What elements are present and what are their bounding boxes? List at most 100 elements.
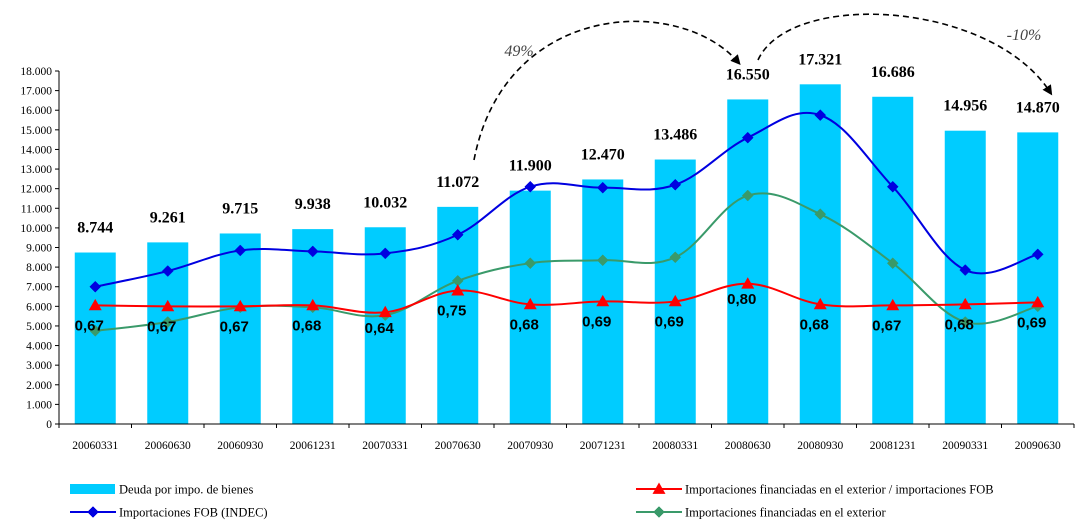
x-tick-label: 20081231 xyxy=(870,440,916,452)
financed-series-point xyxy=(669,251,682,264)
x-tick-label: 20060331 xyxy=(72,440,118,452)
legend: Deuda por impo. de bienes Importaciones f… xyxy=(70,482,994,520)
financed-series-point xyxy=(524,257,537,270)
bar-value-label: 11.072 xyxy=(436,174,479,191)
ratio-series-point xyxy=(306,298,320,311)
bar xyxy=(437,206,479,424)
bar-value-label: 9.261 xyxy=(150,209,186,226)
fob-series-point xyxy=(234,244,247,257)
ratio-value-label: 0,68 xyxy=(510,316,539,333)
y-tick-label: 14.000 xyxy=(20,144,52,156)
ratio-series-point xyxy=(813,297,827,310)
y-tick-label: 17.000 xyxy=(20,86,52,98)
y-tick-label: 8.000 xyxy=(26,262,52,274)
y-tick-label: 5.000 xyxy=(26,321,52,333)
fob-series-point xyxy=(379,247,392,260)
ratio-labels-layer: 0,67 0,67 0,67 0,68 0,64 0,75 0,68 0,69 0,69 0,80… xyxy=(75,291,1047,337)
ratio-value-label: 0,68 xyxy=(292,317,321,334)
fob-series-point xyxy=(596,181,609,194)
financed-series-point xyxy=(886,257,899,270)
financed-series-point xyxy=(596,254,609,267)
bar-value-label: 17.321 xyxy=(798,51,842,68)
fob-series-point xyxy=(814,109,827,121)
legend-label: Importaciones financiadas en el exterior… xyxy=(685,483,994,497)
bar xyxy=(727,99,769,425)
x-tick-label: 20080630 xyxy=(725,440,771,452)
bar-labels-layer: 8.744 9.261 9.715 9.938 10.032 11.072 11.900 12… xyxy=(77,51,1060,236)
x-tick-label: 20080331 xyxy=(652,440,698,452)
x-tick-label: 20070331 xyxy=(362,440,408,452)
financed-series-point xyxy=(89,324,102,337)
fob-series-point xyxy=(741,131,754,144)
fob-series-point xyxy=(1031,248,1044,261)
ratio-series-point xyxy=(233,299,247,312)
ratio-value-label: 0,67 xyxy=(75,317,104,334)
bar-value-label: 10.032 xyxy=(363,194,407,211)
fob-series-point xyxy=(959,264,972,276)
ratio-series-line xyxy=(95,282,1038,314)
x-tick-label: 20070930 xyxy=(507,440,553,452)
bar xyxy=(944,130,986,424)
bar-value-label: 11.900 xyxy=(509,158,552,175)
y-tick-label: 2.000 xyxy=(26,380,52,392)
ratio-value-label: 0,69 xyxy=(655,313,684,330)
legend-swatch-marker xyxy=(652,482,666,494)
ratio-series-point xyxy=(1031,295,1045,308)
legend-label: Importaciones financiadas en el exterior xyxy=(685,506,886,520)
growth-arrow xyxy=(757,13,1053,96)
bar xyxy=(1017,132,1059,424)
y-tick-label: 6.000 xyxy=(26,301,52,313)
ratio-series-point xyxy=(88,298,102,311)
y-tick-label: 7.000 xyxy=(26,282,52,294)
y-tick-label: 11.000 xyxy=(21,203,52,215)
bar-value-label: 8.744 xyxy=(77,220,113,237)
growth-arrow xyxy=(473,20,741,161)
bar xyxy=(364,227,406,424)
ratio-series-point xyxy=(378,305,392,318)
y-tick-label: 4.000 xyxy=(26,341,52,353)
legend-swatch-bar xyxy=(70,484,115,494)
x-tick-label: 20071231 xyxy=(580,440,626,452)
x-tick-label: 20061231 xyxy=(290,440,336,452)
fob-series-point xyxy=(886,180,899,193)
bar xyxy=(799,84,841,424)
financed-series-point xyxy=(959,316,972,328)
fob-series-point xyxy=(524,180,537,193)
bar-value-label: 9.715 xyxy=(222,200,258,217)
financed-series-point xyxy=(741,189,754,202)
ratio-series-point xyxy=(523,297,537,310)
y-tick-label: 15.000 xyxy=(20,125,52,137)
ratio-value-label: 0,68 xyxy=(945,316,974,333)
ratio-value-label: 0,67 xyxy=(147,318,176,335)
x-tick-label: 20090630 xyxy=(1015,440,1061,452)
y-tick-label: 13.000 xyxy=(20,164,52,176)
financed-series-point xyxy=(814,208,827,221)
growth-annotation-label: 49% xyxy=(504,43,533,60)
bar xyxy=(74,252,116,424)
fob-series-point xyxy=(306,245,319,258)
bar-value-label: 13.486 xyxy=(653,127,697,144)
y-tick-label: 0 xyxy=(46,419,52,431)
y-tick-label: 16.000 xyxy=(20,105,52,117)
ratio-value-label: 0,75 xyxy=(437,303,466,320)
x-tick-label: 20070630 xyxy=(435,440,481,452)
ratio-value-label: 0,67 xyxy=(872,317,901,334)
y-tick-label: 3.000 xyxy=(26,360,52,372)
y-axis: 0 1.000 2.000 3.000 4.000 5.000 6.000 7.000 8.00… xyxy=(20,66,60,431)
bar-value-label: 14.870 xyxy=(1016,99,1060,116)
ratio-series-point xyxy=(161,299,175,312)
x-tick-label: 20080930 xyxy=(797,440,843,452)
x-axis: 20060331 20060630 20060930 20061231 20070331… xyxy=(58,423,1075,452)
ratio-series-point xyxy=(741,277,755,289)
ratio-series-point xyxy=(958,297,972,310)
fob-series-point xyxy=(451,228,464,241)
ratio-value-label: 0,68 xyxy=(800,316,829,333)
ratio-series-point xyxy=(596,294,610,307)
bar xyxy=(292,229,334,424)
y-tick-label: 9.000 xyxy=(26,243,52,255)
legend-swatch-marker xyxy=(87,506,99,518)
bar-value-label: 14.956 xyxy=(943,98,987,115)
fob-series-point xyxy=(161,265,174,277)
legend-label: Importaciones FOB (INDEC) xyxy=(119,506,268,520)
